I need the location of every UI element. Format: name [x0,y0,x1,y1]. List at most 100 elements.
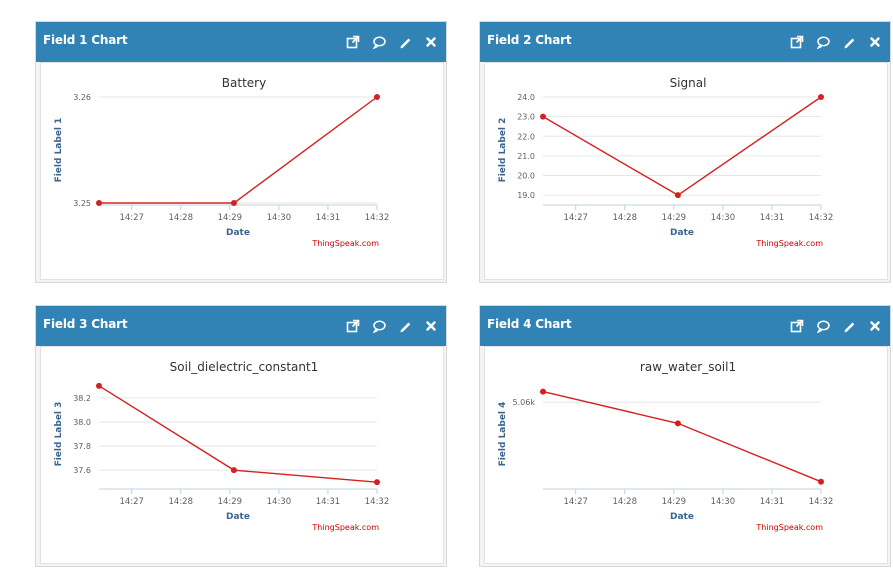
y-axis-label: Field Label 2 [498,118,508,183]
x-axis-label: Date [226,512,250,522]
data-point[interactable] [374,479,380,486]
y-tick-label: 37.8 [73,442,91,451]
y-axis-label: Field Label 1 [54,118,64,183]
external-link-icon[interactable] [346,319,360,333]
x-tick-label: 14:32 [365,497,390,507]
panel-header: Field 3 Chart [36,306,446,346]
comment-icon[interactable] [372,35,386,49]
y-tick-label: 3.26 [73,93,91,102]
chart-area: Battery 3.25 3.26 14:27 14:28 14:29 14:30 14:31… [40,62,444,280]
x-tick-label: 14:27 [119,213,143,223]
series-line [542,96,822,196]
credits-link[interactable]: ThingSpeak.com [311,523,379,532]
chart-title: raw_water_soil1 [640,360,736,374]
line-chart: raw_water_soil1 5.06k 14:27 14:28 14:29 14:30… [498,360,833,532]
data-point[interactable] [230,467,237,474]
comment-icon[interactable] [816,35,830,49]
series-line [98,385,378,483]
data-point[interactable] [674,420,681,427]
chart-panel: Field 2 Chart Signal 19.0 20.0 21.0 22.0 23.0 2… [479,21,891,283]
external-link-icon[interactable] [346,35,360,49]
y-tick-label: 23.0 [517,113,535,122]
panel-tools [346,306,438,346]
data-point[interactable] [96,200,102,206]
chart-area: Soil_dielectric_constant1 37.6 37.8 38.0 38.… [40,346,444,564]
close-icon[interactable] [424,319,438,333]
x-axis-label: Date [670,228,694,238]
x-tick-label: 14:30 [267,497,292,507]
x-tick-label: 14:31 [760,213,785,223]
chart-panel: Field 1 Chart Battery 3.25 3.26 14:27 14:28 14… [35,21,447,283]
x-tick-label: 14:27 [563,213,588,223]
chart-title: Soil_dielectric_constant1 [170,360,319,374]
x-tick-label: 14:29 [662,497,687,507]
data-point[interactable] [374,94,380,100]
y-tick-label: 24.0 [517,93,535,102]
external-link-icon[interactable] [790,35,804,49]
line-chart: Battery 3.25 3.26 14:27 14:28 14:29 14:30 14:31… [54,76,390,248]
panel-tools [790,306,882,346]
y-tick-label: 38.2 [73,394,91,403]
x-tick-label: 14:31 [760,497,785,507]
panel-tools [790,22,882,62]
panel-title: Field 4 Chart [487,317,572,331]
x-axis-label: Date [670,512,694,522]
line-chart: Soil_dielectric_constant1 37.6 37.8 38.0 38.… [54,360,390,532]
x-tick-label: 14:28 [613,497,638,507]
line-chart: Signal 19.0 20.0 21.0 22.0 23.0 24.0 14:27 14:28… [498,76,834,248]
x-tick-label: 14:30 [711,497,736,507]
credits-link[interactable]: ThingSpeak.com [755,239,823,248]
data-point[interactable] [818,478,824,485]
panel-title: Field 1 Chart [43,33,128,47]
x-tick-label: 14:28 [613,213,638,223]
y-tick-label: 20.0 [517,172,535,181]
edit-pencil-icon[interactable] [398,319,412,333]
x-tick-label: 14:27 [563,497,588,507]
edit-pencil-icon[interactable] [842,35,856,49]
panel-title: Field 3 Chart [43,317,128,331]
close-icon[interactable] [868,35,882,49]
panel-tools [346,22,438,62]
chart-title: Battery [222,76,266,90]
data-point[interactable] [818,94,824,100]
panel-header: Field 2 Chart [480,22,890,62]
y-tick-label: 38.0 [73,418,91,427]
chart-area: Signal 19.0 20.0 21.0 22.0 23.0 24.0 14:27 14:28… [484,62,888,280]
data-point[interactable] [540,388,546,395]
y-tick-label: 5.06k [513,398,536,407]
x-tick-label: 14:31 [316,213,341,223]
chart-area: raw_water_soil1 5.06k 14:27 14:28 14:29 14:30… [484,346,888,564]
chart-panel: Field 4 Chart raw_water_soil1 5.06k 14:27 14… [479,305,891,567]
panel-header: Field 4 Chart [480,306,890,346]
x-axis-label: Date [226,228,250,238]
chart-panel: Field 3 Chart Soil_dielectric_constant1 37… [35,305,447,567]
comment-icon[interactable] [816,319,830,333]
edit-pencil-icon[interactable] [398,35,412,49]
external-link-icon[interactable] [790,319,804,333]
chart-title: Signal [670,76,707,90]
x-tick-label: 14:32 [365,213,390,223]
credits-link[interactable]: ThingSpeak.com [311,239,379,248]
data-point[interactable] [96,382,102,389]
y-tick-label: 21.0 [517,152,535,161]
close-icon[interactable] [868,319,882,333]
series-line [99,96,378,204]
y-axis-label: Field Label 3 [54,402,64,467]
y-tick-label: 3.25 [73,199,91,208]
x-tick-label: 14:27 [119,497,143,507]
credits-link[interactable]: ThingSpeak.com [755,523,823,532]
comment-icon[interactable] [372,319,386,333]
y-tick-label: 37.6 [73,466,91,475]
x-tick-label: 14:32 [809,213,834,223]
y-tick-label: 19.0 [517,191,535,200]
x-tick-label: 14:29 [218,213,243,223]
edit-pencil-icon[interactable] [842,319,856,333]
x-tick-label: 14:28 [169,497,194,507]
data-point[interactable] [540,113,546,120]
data-point[interactable] [230,200,237,206]
x-tick-label: 14:30 [711,213,736,223]
data-point[interactable] [674,192,681,199]
close-icon[interactable] [424,35,438,49]
x-tick-label: 14:28 [169,213,194,223]
x-tick-label: 14:30 [267,213,292,223]
